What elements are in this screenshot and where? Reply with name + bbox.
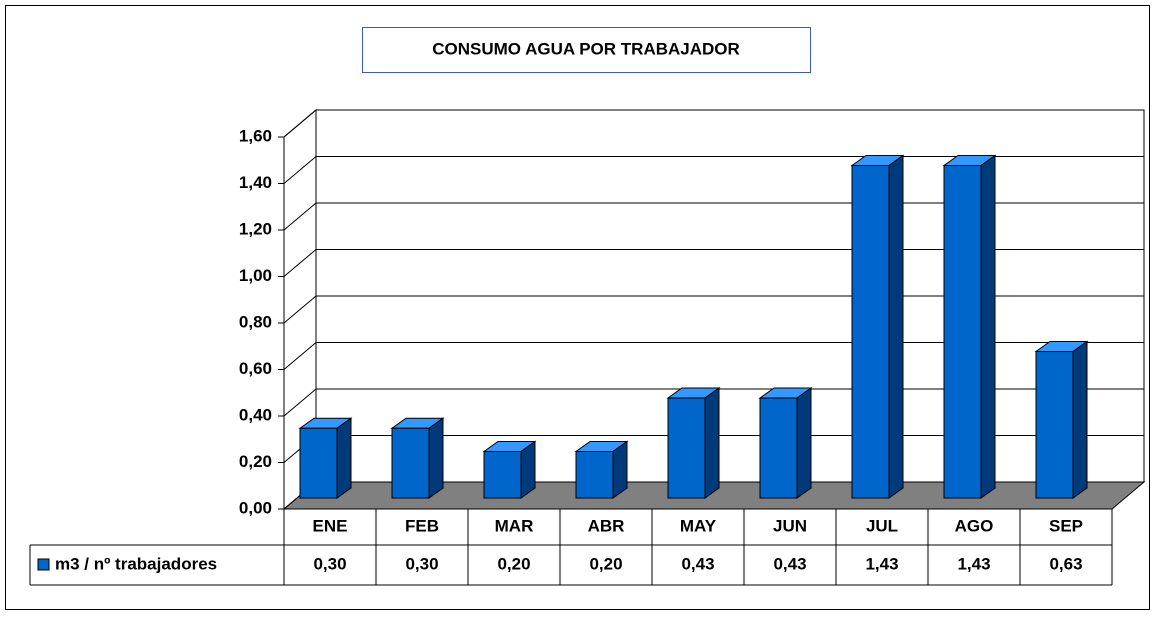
bar (759, 397, 798, 499)
x-tick-label: JUL (866, 516, 898, 535)
y-tick-label: 0,20 (239, 452, 272, 471)
title-box (362, 27, 811, 73)
y-tick-label: 1,00 (239, 266, 272, 285)
data-label: 0,30 (313, 554, 346, 573)
grid-line (283, 202, 317, 231)
bar (1035, 351, 1074, 499)
x-tick-label: FEB (405, 516, 439, 535)
bar-side (888, 154, 904, 499)
data-label: 0,20 (589, 554, 622, 573)
bar (851, 165, 890, 499)
data-label: 0,63 (1049, 554, 1082, 573)
grid-line (283, 388, 317, 417)
y-tick-label: 0,80 (239, 312, 272, 331)
bar (391, 427, 430, 499)
grid-line (283, 249, 317, 277)
legend-label: m3 / nº trabajadores (55, 554, 217, 573)
data-label: 0,43 (681, 554, 714, 573)
legend-swatch (37, 558, 50, 571)
x-tick-label: MAY (680, 516, 717, 535)
y-tick-label: 1,40 (239, 173, 272, 192)
y-tick-label: 1,20 (239, 219, 272, 238)
grid-line (283, 156, 317, 184)
x-tick-label: MAR (495, 516, 534, 535)
data-label: 0,43 (773, 554, 806, 573)
x-tick-label: ENE (313, 516, 348, 535)
bar-side (612, 440, 628, 499)
bar-side (428, 417, 444, 499)
data-label: 0,30 (405, 554, 438, 573)
bar (299, 427, 338, 499)
x-tick-label: ABR (588, 516, 625, 535)
data-label: 1,43 (957, 554, 990, 573)
grid-line (283, 295, 317, 324)
data-label: 1,43 (865, 554, 898, 573)
bar-side (796, 387, 812, 499)
y-tick-label: 1,60 (239, 126, 272, 145)
grid-line (283, 342, 317, 370)
x-tick-label: JUN (773, 516, 807, 535)
x-tick-label: AGO (955, 516, 994, 535)
bar (943, 165, 982, 499)
chart-title: CONSUMO AGUA POR TRABAJADOR (432, 39, 740, 58)
bar-side (980, 154, 996, 499)
bar-side (336, 417, 352, 499)
bar (667, 397, 706, 499)
bar-side (520, 440, 536, 499)
x-tick-label: SEP (1049, 516, 1083, 535)
y-tick-label: 0,60 (239, 359, 272, 378)
data-label: 0,20 (497, 554, 530, 573)
grid-line (283, 109, 317, 138)
bar-side (704, 387, 720, 499)
bar (483, 451, 522, 499)
y-tick-label: 0,40 (239, 405, 272, 424)
bar (575, 451, 614, 499)
bar-side (1072, 340, 1088, 499)
y-tick-label: 0,00 (239, 498, 272, 517)
